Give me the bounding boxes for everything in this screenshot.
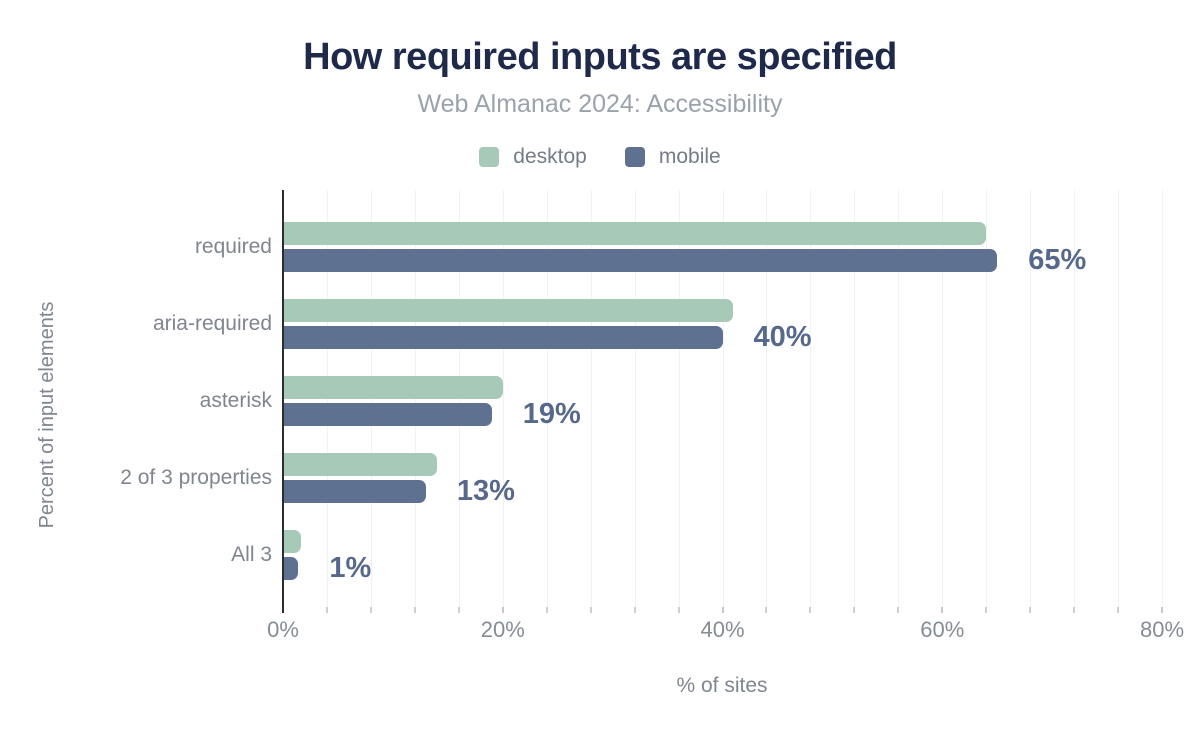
gridline	[1118, 190, 1120, 607]
x-axis-minor-tick	[325, 607, 328, 613]
category-axis: required aria-required asterisk 2 of 3 prop…	[17, 190, 272, 607]
x-axis-minor-tick	[369, 607, 372, 613]
gridline	[854, 190, 856, 607]
x-axis-minor-tick	[941, 607, 944, 613]
x-axis-minor-tick	[413, 607, 416, 613]
x-axis-minor-tick	[1117, 607, 1120, 613]
gridline	[590, 190, 592, 607]
value-label-asterisk: 19%	[522, 398, 581, 430]
x-axis-minor-tick	[545, 607, 548, 613]
bar-mobile-required	[283, 249, 998, 272]
bar-mobile-2-of-3-properties	[283, 480, 426, 503]
bar-desktop-all-3	[283, 530, 301, 553]
bar-mobile-aria-required	[283, 326, 723, 349]
bar-mobile-asterisk	[283, 403, 492, 426]
x-axis-minor-tick	[633, 607, 636, 613]
category-label-2-of-3-properties: 2 of 3 properties	[120, 466, 272, 489]
gridline	[546, 190, 548, 607]
legend-item-mobile: mobile	[624, 145, 721, 169]
x-axis-minor-tick	[501, 607, 504, 613]
x-axis-tick-label-80: 80%	[1139, 617, 1185, 642]
y-axis-line	[282, 190, 284, 613]
gridline	[634, 190, 636, 607]
gridline	[986, 190, 988, 607]
desktop-swatch	[479, 147, 500, 167]
x-axis-minor-tick	[765, 607, 768, 613]
x-axis-tick-label-0: 0%	[267, 617, 299, 642]
value-label-all-3: 1%	[329, 552, 372, 584]
x-axis-minor-tick	[589, 607, 592, 613]
value-label-aria-required: 40%	[753, 321, 812, 353]
gridline	[1162, 190, 1163, 607]
x-axis-minor-tick	[677, 607, 680, 613]
x-axis-tick-label-40: 40%	[700, 617, 745, 642]
bar-desktop-2-of-3-properties	[283, 453, 437, 476]
gridline	[898, 190, 900, 607]
x-axis-minor-tick	[853, 607, 856, 613]
x-axis-minor-tick	[897, 607, 900, 613]
gridline	[1030, 190, 1032, 607]
x-axis-minor-tick	[809, 607, 812, 613]
bar-desktop-required	[283, 222, 987, 245]
legend-label-mobile: mobile	[658, 145, 721, 168]
chart-subtitle: Web Almanac 2024: Accessibility	[417, 90, 783, 118]
x-axis-label: % of sites	[676, 674, 768, 697]
x-axis-minor-tick	[1161, 607, 1163, 613]
category-label-aria-required: aria-required	[152, 312, 272, 335]
category-label-all-3: All 3	[231, 543, 272, 566]
bar-desktop-aria-required	[283, 299, 734, 322]
x-axis-tick-label-20: 20%	[480, 617, 525, 642]
x-axis: 0% 20% 40% 60% 80%	[267, 617, 1184, 647]
mobile-swatch	[624, 147, 645, 167]
x-axis-tick-label-60: 60%	[920, 617, 965, 642]
legend: desktop mobile	[0, 145, 1200, 169]
gridline	[722, 190, 724, 607]
x-axis-minor-tick	[1073, 607, 1076, 613]
gridline	[502, 190, 504, 607]
x-axis-minor-tick	[457, 607, 460, 613]
gridline	[1074, 190, 1076, 607]
category-label-asterisk: asterisk	[199, 389, 272, 412]
x-axis-minor-tick	[1029, 607, 1032, 613]
gridline	[942, 190, 944, 607]
gridline	[766, 190, 768, 607]
value-label-required: 65%	[1028, 244, 1087, 276]
bar-desktop-asterisk	[283, 376, 503, 399]
chart-title: How required inputs are specified	[303, 36, 897, 78]
bar-mobile-all-3	[283, 557, 299, 580]
category-label-required: required	[194, 235, 272, 258]
x-axis-minor-tick	[985, 607, 988, 613]
plot-area: 65% 40% 19% 13% 1%	[282, 190, 1163, 613]
gridline	[810, 190, 812, 607]
gridline	[678, 190, 680, 607]
x-axis-minor-tick	[721, 607, 724, 613]
legend-item-desktop: desktop	[479, 145, 587, 169]
legend-label-desktop: desktop	[513, 145, 587, 168]
value-label-2-of-3-properties: 13%	[456, 475, 515, 507]
